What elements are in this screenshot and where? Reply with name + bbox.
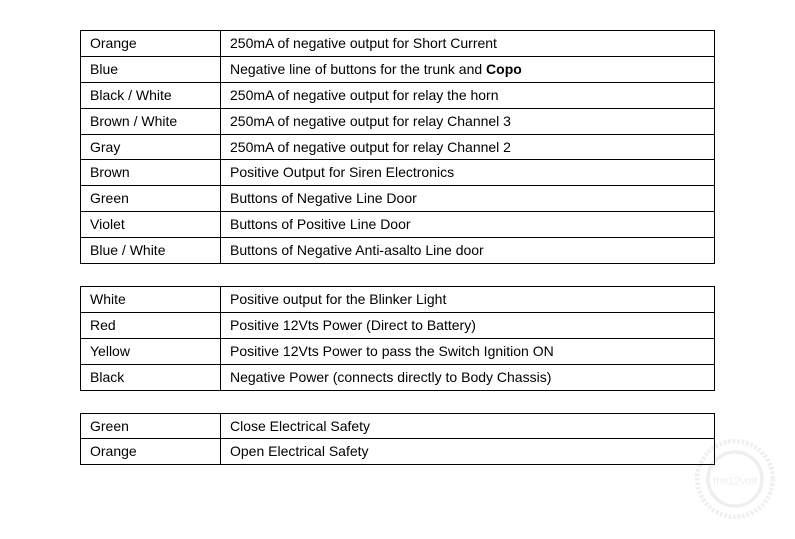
desc-text: Negative line of buttons for the trunk a… [230, 61, 486, 77]
wire-description: Open Electrical Safety [221, 439, 715, 465]
table-row: Brown / White 250mA of negative output f… [81, 108, 715, 134]
table-row: Violet Buttons of Positive Line Door [81, 212, 715, 238]
wire-color: Green [81, 186, 221, 212]
wire-color: Blue [81, 56, 221, 82]
wire-color: Orange [81, 439, 221, 465]
wire-description: Close Electrical Safety [221, 413, 715, 439]
wire-color: Orange [81, 31, 221, 57]
wire-description: Positive Output for Siren Electronics [221, 160, 715, 186]
table-row: Black Negative Power (connects directly … [81, 364, 715, 390]
wire-table-3: Green Close Electrical Safety Orange Ope… [80, 413, 715, 466]
wire-color: Black [81, 364, 221, 390]
wire-description: 250mA of negative output for relay Chann… [221, 134, 715, 160]
wire-description: Negative Power (connects directly to Bod… [221, 364, 715, 390]
wire-description: 250mA of negative output for Short Curre… [221, 31, 715, 57]
table-row: Red Positive 12Vts Power (Direct to Batt… [81, 312, 715, 338]
table-row: Yellow Positive 12Vts Power to pass the … [81, 338, 715, 364]
table-row: Orange Open Electrical Safety [81, 439, 715, 465]
wire-color: Brown [81, 160, 221, 186]
wire-color: Yellow [81, 338, 221, 364]
wire-color: Green [81, 413, 221, 439]
wire-description: Buttons of Negative Anti-asalto Line doo… [221, 238, 715, 264]
wire-color: Brown / White [81, 108, 221, 134]
wire-color: Violet [81, 212, 221, 238]
table-row: Black / White 250mA of negative output f… [81, 82, 715, 108]
table-row: Blue / White Buttons of Negative Anti-as… [81, 238, 715, 264]
svg-text:the12volt: the12volt [713, 475, 757, 487]
wire-description: Negative line of buttons for the trunk a… [221, 56, 715, 82]
wire-description: 250mA of negative output for relay Chann… [221, 108, 715, 134]
table-row: Brown Positive Output for Siren Electron… [81, 160, 715, 186]
wire-description: Positive 12Vts Power (Direct to Battery) [221, 312, 715, 338]
wire-description: Buttons of Negative Line Door [221, 186, 715, 212]
wire-description: Positive output for the Blinker Light [221, 287, 715, 313]
wire-table-2: White Positive output for the Blinker Li… [80, 286, 715, 391]
wire-color: White [81, 287, 221, 313]
table-row: Blue Negative line of buttons for the tr… [81, 56, 715, 82]
table-row: Green Buttons of Negative Line Door [81, 186, 715, 212]
wire-description: 250mA of negative output for relay the h… [221, 82, 715, 108]
wire-color: Blue / White [81, 238, 221, 264]
desc-bold: Copo [486, 61, 522, 77]
wire-description: Positive 12Vts Power to pass the Switch … [221, 338, 715, 364]
wire-color: Gray [81, 134, 221, 160]
table-row: Green Close Electrical Safety [81, 413, 715, 439]
wire-color: Black / White [81, 82, 221, 108]
table-row: Gray 250mA of negative output for relay … [81, 134, 715, 160]
table-row: White Positive output for the Blinker Li… [81, 287, 715, 313]
table-row: Orange 250mA of negative output for Shor… [81, 31, 715, 57]
wire-description: Buttons of Positive Line Door [221, 212, 715, 238]
wire-color: Red [81, 312, 221, 338]
wire-table-1: Orange 250mA of negative output for Shor… [80, 30, 715, 264]
